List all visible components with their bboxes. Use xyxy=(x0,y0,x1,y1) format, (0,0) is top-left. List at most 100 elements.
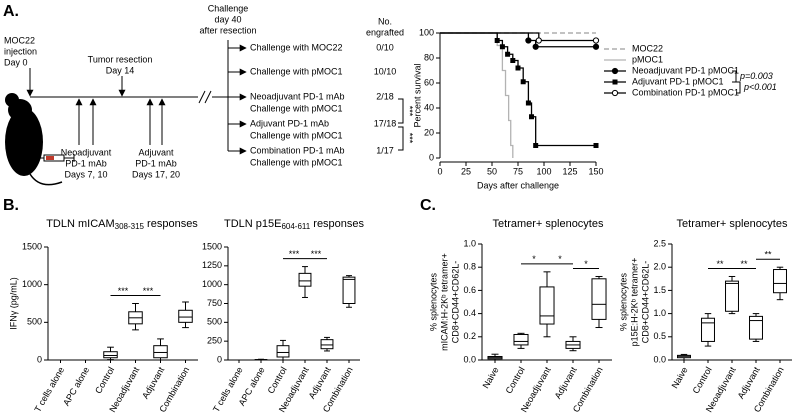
marker xyxy=(593,143,599,148)
p-value: p<0.001 xyxy=(743,82,777,92)
marker xyxy=(510,58,516,63)
legend-label: Adjuvant PD-1 pMOC1 xyxy=(632,76,724,86)
label: injection xyxy=(4,46,37,56)
y-axis-label: mICAM:H-2Kᵇ tetramer+ xyxy=(439,253,449,351)
y-tick-label: 40 xyxy=(424,102,434,112)
label: Neoadjuvant xyxy=(61,147,112,157)
y-tick-label: 2.5 xyxy=(653,238,666,248)
engrafted-count: 2/18 xyxy=(376,91,394,101)
title-part: responses xyxy=(310,218,364,230)
x-tick-label: Naive xyxy=(670,365,690,390)
group-label: Challenge with pMOC1 xyxy=(250,130,343,140)
marker xyxy=(592,37,600,44)
marker xyxy=(520,79,526,85)
y-tick-label: 500 xyxy=(27,317,42,327)
engrafted-count: 0/10 xyxy=(376,42,394,52)
y-tick-label: 0.0 xyxy=(463,354,476,364)
legend-marker xyxy=(611,89,619,97)
y-tick-label: 1.0 xyxy=(653,308,666,318)
marker xyxy=(525,100,531,106)
significance: ** xyxy=(740,259,748,269)
box xyxy=(103,351,118,359)
group-label: Challenge with pMOC1 xyxy=(250,103,343,113)
x-tick-label: 150 xyxy=(588,166,603,176)
box xyxy=(342,276,356,304)
label: Challenge xyxy=(208,3,249,13)
label: PD-1 mAb xyxy=(135,158,177,168)
marker xyxy=(529,114,535,120)
marker xyxy=(499,44,505,50)
survival-line xyxy=(440,32,514,158)
y-axis-label: Percent survival xyxy=(412,63,422,127)
y-tick-label: 2.0 xyxy=(653,262,666,272)
bracket xyxy=(398,126,404,151)
mouse-icon xyxy=(5,93,63,186)
significance: *** xyxy=(311,249,322,259)
box xyxy=(773,269,787,294)
p-value: p=0.003 xyxy=(739,71,773,81)
y-tick-label: 1000 xyxy=(22,279,42,289)
box xyxy=(513,333,529,346)
y-tick-label: 0.2 xyxy=(463,331,476,341)
box xyxy=(701,317,715,342)
label: Days 7, 10 xyxy=(64,169,107,179)
legend-marker xyxy=(612,79,618,85)
y-tick-label: 1500 xyxy=(202,241,222,251)
significance: *** xyxy=(405,133,415,144)
survival-line xyxy=(440,32,596,42)
legend-label: pMOC1 xyxy=(632,54,663,64)
marker xyxy=(533,143,539,148)
significance: *** xyxy=(405,106,415,117)
label: Days 17, 20 xyxy=(132,169,180,179)
x-tick-label: 25 xyxy=(461,166,471,176)
x-tick-label: Naive xyxy=(481,365,501,390)
box xyxy=(153,345,168,359)
title-part: 604-611 xyxy=(281,222,310,231)
y-axis-label: p15E:H-2Kᵇ tetramer+ xyxy=(629,258,639,347)
x-tick-label: Control xyxy=(93,365,116,395)
box xyxy=(591,278,607,320)
box xyxy=(725,280,739,312)
significance: * xyxy=(558,254,562,264)
bracket xyxy=(398,98,404,124)
y-tick-label: 250 xyxy=(207,336,222,346)
panel-label: C. xyxy=(420,197,436,214)
y-tick-label: 0 xyxy=(217,354,222,364)
significance: ** xyxy=(716,259,724,269)
group-label: Challenge with pMOC1 xyxy=(250,66,343,76)
box xyxy=(298,272,312,287)
y-tick-label: 750 xyxy=(207,298,222,308)
significance: ** xyxy=(764,250,772,260)
y-tick-label: 0 xyxy=(429,152,434,162)
y-tick-label: 0.5 xyxy=(653,331,666,341)
label: Adjuvant xyxy=(138,147,174,157)
marker xyxy=(515,65,521,71)
group-label: Adjuvant PD-1 mAb xyxy=(250,118,329,128)
break xyxy=(198,90,206,104)
label: Day 14 xyxy=(106,65,135,75)
group-label: Challenge with pMOC1 xyxy=(250,157,343,167)
panel-label: A. xyxy=(3,3,19,20)
group-label: Combination PD-1 mAb xyxy=(250,145,345,155)
x-tick-label: 50 xyxy=(487,166,497,176)
syringe-icon xyxy=(38,154,75,162)
marker xyxy=(494,38,500,43)
label: PD-1 mAb xyxy=(65,158,107,168)
significance: *** xyxy=(143,286,154,296)
x-tick-label: 125 xyxy=(562,166,577,176)
p-bracket xyxy=(732,70,737,83)
group-label: Neoadjuvant PD-1 mAb xyxy=(250,91,345,101)
y-tick-label: 20 xyxy=(424,127,434,137)
x-tick-label: Adjuvant xyxy=(553,365,579,401)
engrafted-count: 1/17 xyxy=(376,145,394,155)
engrafted-count: 10/10 xyxy=(374,66,397,76)
x-tick-label: Adjuvant xyxy=(140,365,166,401)
x-axis-label: Days after challenge xyxy=(477,180,559,190)
y-axis-label: CD8+CD44+CD62L- xyxy=(640,261,650,344)
legend-label: Combination PD-1 pMOC1 xyxy=(632,87,739,97)
chart-title: TDLN mICAM308-315 responses xyxy=(46,218,198,231)
y-axis-label: % splenocytes xyxy=(428,272,438,331)
x-tick-label: Adjuvant xyxy=(736,365,762,401)
label: Tumor resection xyxy=(88,54,153,64)
